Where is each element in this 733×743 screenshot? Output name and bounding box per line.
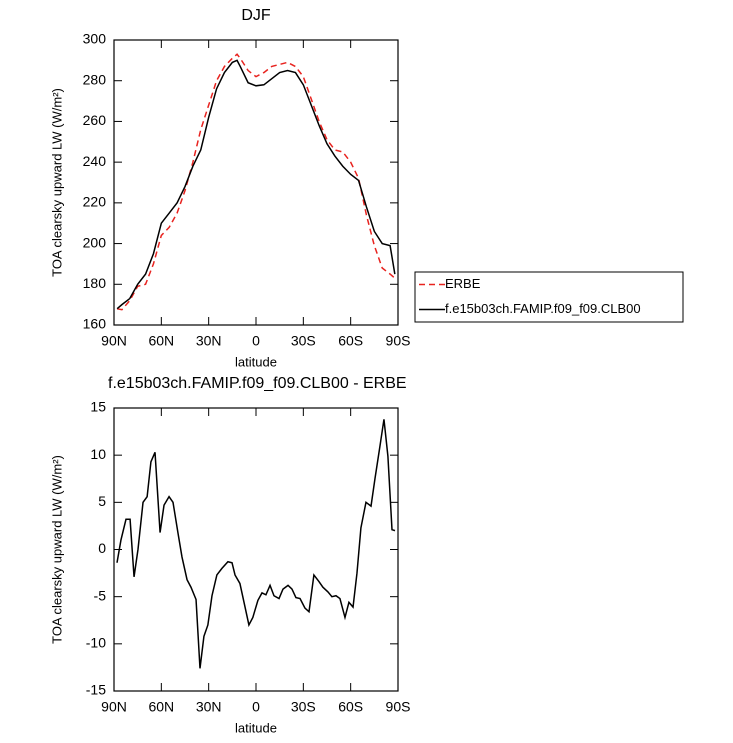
x-tick-label: 30N <box>196 333 222 349</box>
x-axis-label: latitude <box>235 354 277 369</box>
x-tick-label: 60S <box>338 699 363 715</box>
x-axis-label: latitude <box>235 720 277 735</box>
x-tick-label: 30S <box>291 699 316 715</box>
y-tick-label: 0 <box>98 540 106 556</box>
data-line <box>116 419 396 669</box>
data-line <box>116 59 396 310</box>
y-tick-label: 200 <box>83 234 107 250</box>
y-tick-label: 180 <box>83 275 107 291</box>
y-tick-label: 10 <box>90 446 106 462</box>
x-tick-label: 60S <box>338 333 363 349</box>
x-tick-label: 90S <box>386 333 411 349</box>
x-tick-label: 0 <box>252 699 260 715</box>
y-tick-label: -15 <box>86 682 106 698</box>
y-axis-label: TOA clearsky upward LW (W/m²) <box>49 88 64 277</box>
x-tick-label: 60N <box>148 699 174 715</box>
x-tick-label: 60N <box>148 333 174 349</box>
x-tick-label: 90N <box>101 699 127 715</box>
y-tick-label: -10 <box>86 635 106 651</box>
y-axis-label: TOA clearsky upward LW (W/m²) <box>49 455 64 644</box>
x-tick-label: 0 <box>252 333 260 349</box>
y-tick-label: 240 <box>83 153 107 169</box>
legend-label: ERBE <box>445 276 481 291</box>
data-line <box>117 53 396 311</box>
y-tick-label: 160 <box>83 316 107 332</box>
x-tick-label: 90N <box>101 333 127 349</box>
x-tick-label: 30S <box>291 333 316 349</box>
plot-frame <box>113 39 399 326</box>
y-tick-label: 260 <box>83 112 107 128</box>
chart-title: f.e15b03ch.FAMIP.f09_f09.CLB00 - ERBE <box>108 375 407 392</box>
y-tick-label: -5 <box>94 587 107 603</box>
plot-frame <box>113 407 399 692</box>
y-tick-label: 15 <box>90 399 106 415</box>
y-tick-label: 220 <box>83 194 107 210</box>
y-tick-label: 300 <box>83 31 107 47</box>
y-tick-label: 5 <box>98 493 106 509</box>
chart-title: DJF <box>241 7 271 24</box>
y-tick-label: 280 <box>83 71 107 87</box>
x-tick-label: 30N <box>196 699 222 715</box>
legend-label: f.e15b03ch.FAMIP.f09_f09.CLB00 <box>445 301 641 316</box>
x-tick-label: 90S <box>386 699 411 715</box>
legend-box <box>414 271 684 323</box>
